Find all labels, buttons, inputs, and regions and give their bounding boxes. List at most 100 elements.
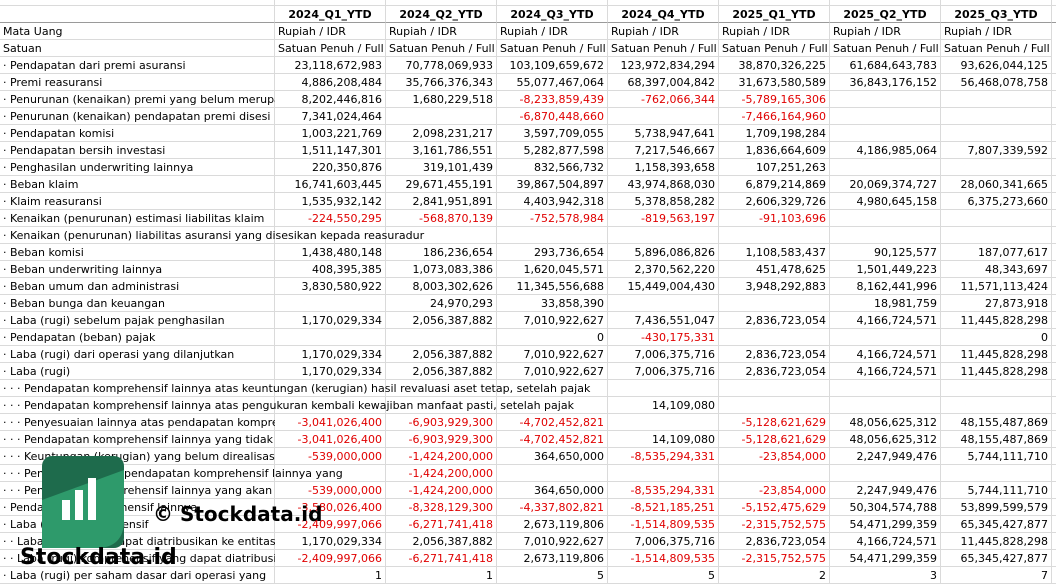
row-label: · Kenaikan (penurunan) estimasi liabilit… — [0, 210, 275, 227]
value-cell: -5,152,475,629 — [719, 499, 830, 516]
value-cell: 1,620,045,571 — [497, 261, 608, 278]
unit-cell: Satuan Penuh / Full — [275, 40, 386, 57]
value-cell: 48,155,487,869 — [941, 431, 1052, 448]
value-cell: 220,350,876 — [275, 159, 386, 176]
value-cell: 48,056,625,312 — [830, 414, 941, 431]
value-cell: 2,056,387,882 — [386, 533, 497, 550]
value-cell: 4,166,724,571 — [830, 533, 941, 550]
cell — [1052, 210, 1056, 227]
value-cell: 1,709,198,284 — [719, 125, 830, 142]
value-cell: 103,109,659,672 — [497, 57, 608, 74]
value-cell: -91,103,696 — [719, 210, 830, 227]
value-cell — [719, 397, 830, 414]
value-cell: 28,060,341,665 — [941, 176, 1052, 193]
cell — [1052, 499, 1056, 516]
value-cell: 1,438,480,148 — [275, 244, 386, 261]
value-cell — [386, 108, 497, 125]
value-cell: 5,282,877,598 — [497, 142, 608, 159]
value-cell: -23,854,000 — [719, 448, 830, 465]
currency-cell: Rupiah / IDR — [608, 23, 719, 40]
value-cell: -2,409,997,066 — [275, 550, 386, 567]
row-label: · Penurunan (kenaikan) pendapatan premi … — [0, 108, 275, 125]
value-cell: 7,010,922,627 — [497, 346, 608, 363]
value-cell: 48,343,697 — [941, 261, 1052, 278]
value-cell: 50,304,574,788 — [830, 499, 941, 516]
value-cell — [830, 380, 941, 397]
value-cell: 5 — [497, 567, 608, 584]
row-label: · Penurunan (kenaikan) premi yang belum … — [0, 91, 281, 108]
value-cell: 2,247,949,476 — [830, 448, 941, 465]
brand: Stockdata.id — [20, 545, 177, 570]
cell — [386, 0, 497, 6]
value-cell: -6,903,929,300 — [386, 414, 497, 431]
value-cell — [386, 380, 497, 397]
value-cell — [941, 397, 1052, 414]
value-cell: 54,471,299,359 — [830, 516, 941, 533]
value-cell: 7,436,551,047 — [608, 312, 719, 329]
value-cell — [608, 108, 719, 125]
value-cell — [941, 159, 1052, 176]
value-cell: 43,974,868,030 — [608, 176, 719, 193]
value-cell: -4,337,802,821 — [497, 499, 608, 516]
value-cell — [941, 210, 1052, 227]
cell — [1052, 125, 1056, 142]
value-cell: 11,445,828,298 — [941, 533, 1052, 550]
row-label: Satuan — [0, 40, 275, 57]
value-cell: -224,550,295 — [275, 210, 386, 227]
value-cell: -4,702,452,821 — [497, 431, 608, 448]
value-cell: 319,101,439 — [386, 159, 497, 176]
value-cell — [386, 329, 497, 346]
value-cell: 3,948,292,883 — [719, 278, 830, 295]
value-cell: 2,673,119,806 — [497, 550, 608, 567]
row-label: · · · Pendapatan komprehensif lainnya ya… — [0, 431, 275, 448]
value-cell — [497, 465, 608, 482]
value-cell: 5,738,947,641 — [608, 125, 719, 142]
value-cell: 54,471,299,359 — [830, 550, 941, 567]
value-cell: 4,186,985,064 — [830, 142, 941, 159]
cell — [1052, 397, 1056, 414]
value-cell: 3,597,709,055 — [497, 125, 608, 142]
value-cell: 7,006,375,716 — [608, 363, 719, 380]
currency-cell: Rupiah / IDR — [497, 23, 608, 40]
value-cell — [830, 227, 941, 244]
value-cell: -3,041,026,400 — [275, 431, 386, 448]
value-cell: -8,328,129,300 — [386, 499, 497, 516]
value-cell — [719, 465, 830, 482]
value-cell: -2,315,752,575 — [719, 516, 830, 533]
value-cell: -6,870,448,660 — [497, 108, 608, 125]
value-cell: 3 — [830, 567, 941, 584]
value-cell: -819,563,197 — [608, 210, 719, 227]
value-cell: 11,571,113,424 — [941, 278, 1052, 295]
column-header: 2024_Q2_YTD — [386, 6, 497, 23]
row-label: · Laba (rugi) dari operasi yang dilanjut… — [0, 346, 275, 363]
value-cell: 107,251,263 — [719, 159, 830, 176]
row-label: · Beban underwriting lainnya — [0, 261, 275, 278]
value-cell: 35,766,376,343 — [386, 74, 497, 91]
value-cell: 1 — [386, 567, 497, 584]
value-cell: 29,671,455,191 — [386, 176, 497, 193]
value-cell — [941, 91, 1052, 108]
value-cell: 451,478,625 — [719, 261, 830, 278]
value-cell: 2,098,231,217 — [386, 125, 497, 142]
header-cell — [0, 6, 275, 23]
value-cell: 1,170,029,334 — [275, 533, 386, 550]
cell — [1052, 57, 1056, 74]
value-cell: 24,970,293 — [386, 295, 497, 312]
cell — [1052, 329, 1056, 346]
value-cell: 16,741,603,445 — [275, 176, 386, 193]
cell — [830, 0, 941, 6]
value-cell — [830, 125, 941, 142]
cell — [1052, 0, 1056, 6]
value-cell: 15,449,004,430 — [608, 278, 719, 295]
value-cell: -6,271,741,418 — [386, 516, 497, 533]
value-cell: 65,345,427,877 — [941, 516, 1052, 533]
value-cell: 2,836,723,054 — [719, 346, 830, 363]
unit-cell: Satuan Penuh / Full — [386, 40, 497, 57]
value-cell: 68,397,004,842 — [608, 74, 719, 91]
value-cell — [275, 227, 386, 244]
cell — [1052, 74, 1056, 91]
value-cell: 2,673,119,806 — [497, 516, 608, 533]
value-cell: -8,521,185,251 — [608, 499, 719, 516]
value-cell: 36,843,176,152 — [830, 74, 941, 91]
